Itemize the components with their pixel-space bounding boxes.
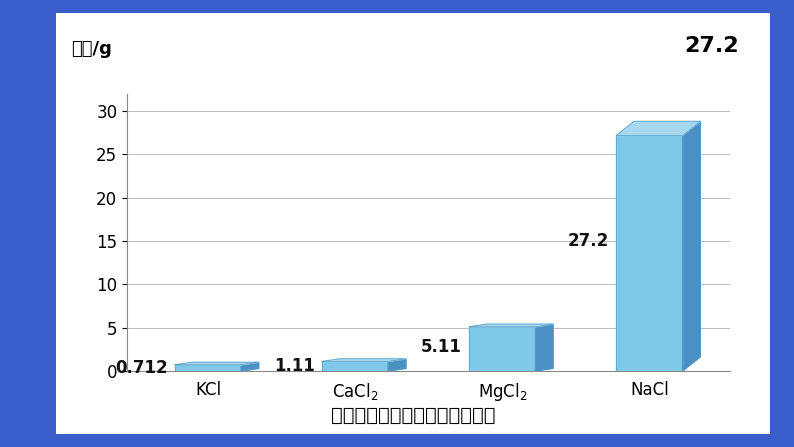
Polygon shape <box>616 121 700 135</box>
Text: 27.2: 27.2 <box>568 232 609 250</box>
Polygon shape <box>175 362 259 365</box>
Polygon shape <box>616 135 683 371</box>
Polygon shape <box>683 121 700 371</box>
Polygon shape <box>175 365 241 371</box>
Polygon shape <box>469 324 553 327</box>
Text: 27.2: 27.2 <box>684 36 738 56</box>
Polygon shape <box>241 362 259 371</box>
Text: 0.712: 0.712 <box>115 359 168 377</box>
Text: 1.11: 1.11 <box>274 357 314 375</box>
Polygon shape <box>322 359 406 361</box>
Polygon shape <box>388 359 406 371</box>
Text: 每千克海水中几种氯化物的含量: 每千克海水中几种氯化物的含量 <box>330 405 495 425</box>
Text: 5.11: 5.11 <box>421 337 462 356</box>
Polygon shape <box>535 324 553 371</box>
Polygon shape <box>469 327 535 371</box>
Text: 含量/g: 含量/g <box>71 40 112 58</box>
Polygon shape <box>322 361 388 371</box>
